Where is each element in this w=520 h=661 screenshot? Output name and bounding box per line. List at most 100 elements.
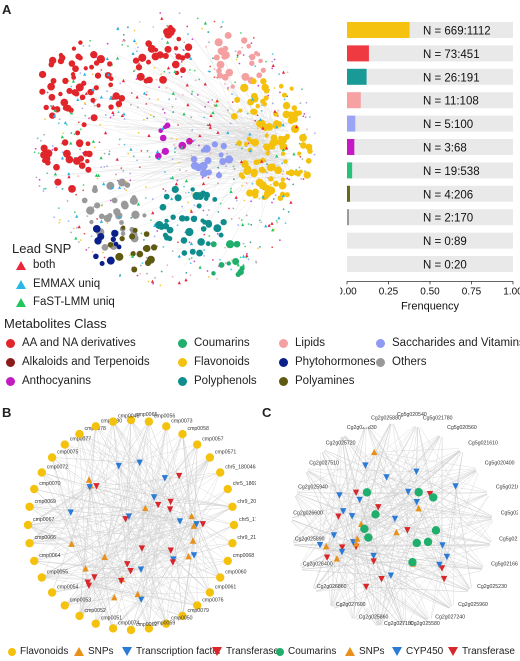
snp-node — [96, 173, 101, 177]
minor-node — [174, 98, 177, 100]
edge — [378, 564, 440, 630]
metabolite-node — [216, 68, 222, 74]
outer-node — [25, 539, 34, 548]
gene-node — [438, 565, 446, 572]
edge — [140, 569, 183, 617]
outer-node — [326, 605, 336, 615]
minor-node — [273, 228, 276, 231]
minor-node — [87, 246, 90, 249]
metabolite-node — [118, 94, 126, 102]
minor-node — [216, 232, 219, 235]
snp-node — [177, 281, 181, 285]
gene-node — [91, 574, 98, 581]
metabolite-node — [91, 187, 98, 194]
minor-node — [34, 147, 37, 150]
gene-node — [136, 459, 143, 467]
edge — [114, 597, 183, 617]
metabolite-legend-item: Polyamines — [279, 375, 354, 387]
edge — [320, 448, 419, 509]
minor-node — [43, 187, 45, 190]
snp-node — [182, 112, 186, 116]
minor-node — [172, 111, 175, 113]
edge — [446, 518, 496, 558]
edge — [288, 518, 321, 546]
edge — [29, 485, 91, 544]
edge — [70, 434, 80, 513]
minor-node — [213, 104, 216, 107]
minor-node — [230, 268, 233, 271]
outer-node — [193, 601, 202, 610]
minor-node — [278, 239, 281, 242]
minor-node — [62, 132, 65, 135]
edge — [341, 432, 357, 493]
edge — [390, 448, 464, 576]
edge — [378, 494, 431, 630]
gene-node — [190, 552, 198, 559]
minor-node — [59, 219, 61, 221]
edge — [416, 468, 480, 472]
edge — [288, 518, 334, 536]
minor-node — [103, 152, 106, 155]
minor-node — [208, 235, 211, 237]
edge — [418, 507, 487, 570]
minor-node — [283, 98, 286, 101]
edge — [407, 492, 491, 531]
gene-node — [436, 561, 443, 569]
minor-node — [236, 54, 239, 57]
edge — [130, 419, 159, 506]
edge — [130, 506, 233, 572]
minor-node — [119, 82, 122, 85]
edge — [304, 468, 340, 496]
edge — [130, 559, 174, 631]
edge — [173, 543, 233, 560]
metabolite-node — [124, 182, 131, 188]
edge — [96, 419, 132, 487]
edge — [148, 421, 155, 498]
edge — [34, 488, 105, 557]
metabolite-node — [81, 122, 87, 128]
minor-node — [142, 118, 145, 121]
edge — [79, 581, 122, 617]
minor-node — [91, 250, 94, 253]
edge — [34, 524, 197, 562]
gene-node — [127, 567, 134, 575]
outer-node — [361, 419, 371, 428]
edge — [95, 426, 181, 522]
minor-node — [213, 76, 216, 79]
metabolite-node — [241, 37, 248, 44]
edge — [147, 64, 276, 127]
triangle-icon — [16, 279, 26, 289]
edge — [179, 475, 221, 578]
snp-node — [250, 97, 255, 101]
minor-node — [89, 39, 92, 42]
edge — [430, 545, 443, 623]
panel-b-legend-item: Flavonoids — [8, 646, 68, 657]
snp-node — [60, 135, 64, 139]
gene-node — [86, 484, 93, 491]
circle-icon — [276, 647, 284, 656]
metabolite-node — [121, 225, 126, 230]
minor-node — [130, 92, 133, 94]
edge — [439, 564, 487, 570]
minor-node — [176, 179, 179, 182]
edge — [141, 548, 167, 624]
snp-node — [155, 149, 160, 153]
metabolite-node — [219, 158, 227, 165]
edge — [378, 507, 496, 519]
minor-node — [284, 222, 287, 224]
edge — [79, 516, 130, 617]
metabolite-node — [268, 141, 275, 148]
metabolite-node — [97, 233, 105, 241]
minor-node — [187, 191, 190, 194]
minor-node — [79, 72, 82, 75]
bar-data-label: N = 0:20 — [423, 260, 467, 272]
metabolite-node — [47, 82, 55, 91]
edge — [29, 506, 129, 517]
minor-node — [163, 70, 166, 73]
minor-node — [271, 67, 274, 70]
metabolite-node — [44, 159, 51, 166]
outer-node — [205, 453, 215, 462]
metabolite-node — [246, 136, 252, 142]
outer-node — [284, 514, 293, 523]
